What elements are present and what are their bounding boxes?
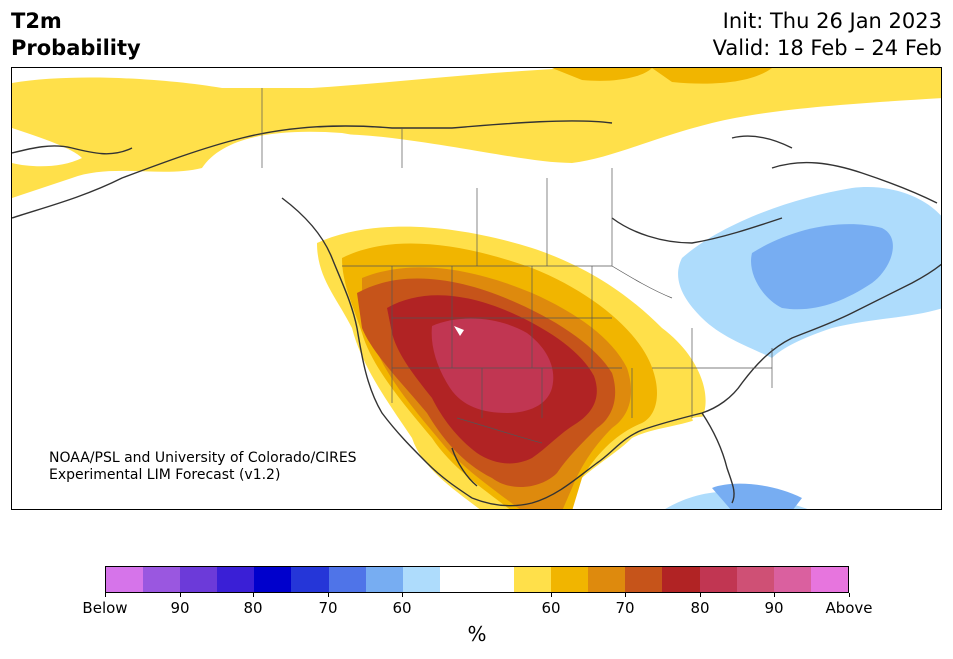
- colorbar-swatch: [588, 567, 626, 592]
- colorbar-tick-label: 70: [615, 599, 635, 617]
- colorbar-swatch: [736, 567, 774, 592]
- colorbar-swatch: [625, 567, 663, 592]
- colorbar-swatch: [514, 567, 552, 592]
- forecast-dates: Init: Thu 26 Jan 2023 Valid: 18 Feb – 24…: [713, 8, 942, 62]
- colorbar-tick-mark: [551, 593, 552, 597]
- political-borders: [261, 88, 773, 444]
- colorbar-swatch: [254, 567, 292, 592]
- probability-map: [12, 68, 941, 509]
- colorbar-tick-mark: [700, 593, 701, 597]
- colorbar-tick-label: 90: [170, 599, 190, 617]
- us-warm-85: [431, 318, 554, 413]
- colorbar-tick-label: 70: [318, 599, 338, 617]
- colorbar-swatch: [143, 567, 181, 592]
- colorbar-swatch: [699, 567, 737, 592]
- title-line-1: T2m: [11, 9, 62, 33]
- north-warm-region: [12, 68, 941, 198]
- title-line-2: Probability: [11, 36, 141, 60]
- colorbar-swatch: [551, 567, 589, 592]
- colorbar-tick-label: Above: [825, 599, 873, 617]
- init-date: Init: Thu 26 Jan 2023: [722, 9, 942, 33]
- colorbar-swatch: [328, 567, 366, 592]
- colorbar-unit: %: [467, 622, 487, 646]
- colorbar-tick-label: 80: [243, 599, 263, 617]
- colorbar-tick-mark: [849, 593, 850, 597]
- colorbar-swatch: [402, 567, 440, 592]
- colorbar-tick-label: 90: [764, 599, 784, 617]
- colorbar-tick-mark: [105, 593, 106, 597]
- colorbar-tick-mark: [774, 593, 775, 597]
- alaska-neutral-gap: [12, 128, 82, 167]
- colorbar-tick-mark: [402, 593, 403, 597]
- credit-line-2: Experimental LIM Forecast (v1.2): [49, 467, 281, 483]
- north-orange-patch-2: [652, 68, 772, 84]
- valid-date: Valid: 18 Feb – 24 Feb: [712, 36, 942, 60]
- utah-lake-marker: [454, 326, 464, 336]
- colorbar: [105, 566, 849, 593]
- map-panel: [11, 67, 942, 510]
- colorbar-swatch: [365, 567, 403, 592]
- colorbar-swatch: [180, 567, 218, 592]
- map-credit: NOAA/PSL and University of Colorado/CIRE…: [49, 450, 357, 484]
- credit-line-1: NOAA/PSL and University of Colorado/CIRE…: [49, 450, 357, 466]
- colorbar-tick-label: Below: [82, 599, 128, 617]
- colorbar-tick-label: 60: [541, 599, 561, 617]
- colorbar-swatch: [439, 567, 477, 592]
- southeast-neutral: [692, 416, 776, 474]
- colorbar-swatch: [106, 567, 144, 592]
- coastlines: [12, 120, 941, 507]
- north-neutral-gap: [202, 134, 572, 192]
- colorbar-strip: [105, 566, 849, 593]
- colorbar-swatch: [476, 567, 515, 592]
- colorbar-tick-label: 60: [392, 599, 412, 617]
- colorbar-swatch: [810, 567, 848, 592]
- colorbar-tick-mark: [328, 593, 329, 597]
- map-title: T2m Probability: [11, 8, 141, 62]
- colorbar-swatch: [662, 567, 700, 592]
- colorbar-tick-mark: [625, 593, 626, 597]
- east-cool-65: [751, 224, 893, 310]
- colorbar-swatch: [217, 567, 255, 592]
- gulf-cool-patch-2: [712, 483, 802, 509]
- colorbar-tick-mark: [180, 593, 181, 597]
- colorbar-tick-label: 80: [690, 599, 710, 617]
- north-orange-patch: [552, 68, 652, 81]
- colorbar-swatch: [291, 567, 329, 592]
- colorbar-tick-mark: [253, 593, 254, 597]
- colorbar-swatch: [773, 567, 811, 592]
